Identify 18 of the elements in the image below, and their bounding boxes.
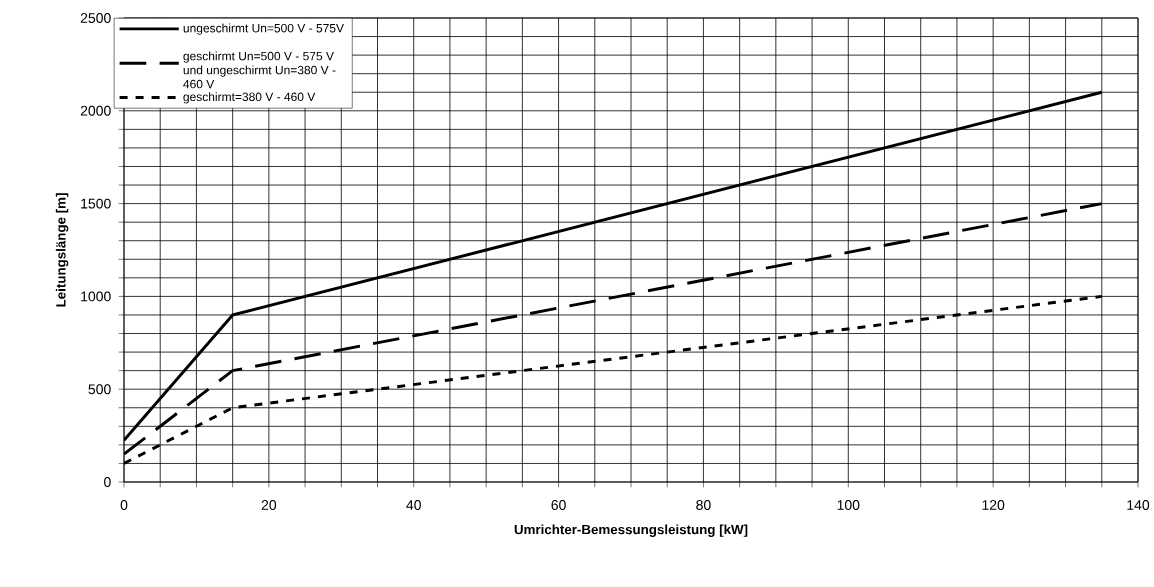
y-tick-label: 2000 xyxy=(80,105,111,116)
y-tick-label: 500 xyxy=(88,384,111,395)
x-tick-label: 80 xyxy=(696,500,711,510)
x-tick-label: 120 xyxy=(982,500,1005,510)
y-tick-label: 2500 xyxy=(80,13,111,23)
x-tick-label: 60 xyxy=(551,500,566,510)
legend-label: ungeschirmt Un=500 V - 575V xyxy=(183,23,344,35)
y-tick-label: 0 xyxy=(104,477,111,487)
legend-label: geschirmt=380 V - 460 V xyxy=(183,92,316,104)
x-tick-label: 0 xyxy=(120,500,128,510)
x-tick-label: 100 xyxy=(837,500,860,510)
x-tick-label: 20 xyxy=(261,500,277,510)
x-axis-title: Umrichter-Bemessungsleistung [kW] xyxy=(514,524,748,537)
x-tick-label: 140 xyxy=(1127,500,1150,510)
y-axis-title: Leitungslänge [m] xyxy=(55,193,69,307)
x-tick-label: 40 xyxy=(406,500,421,510)
y-tick-label: 1000 xyxy=(81,291,111,302)
y-tick-label: 1500 xyxy=(81,198,111,209)
